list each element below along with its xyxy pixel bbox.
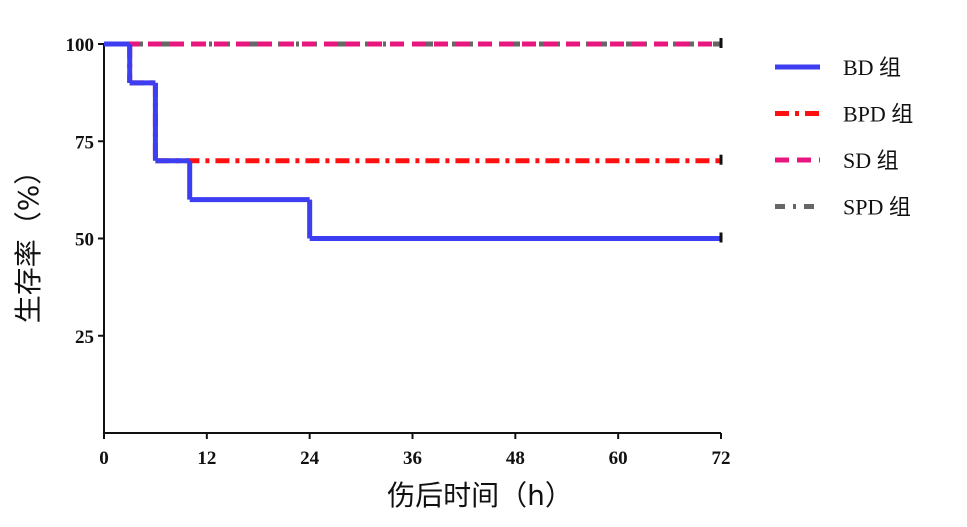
y-tick-label: 75 xyxy=(75,132,94,153)
legend-label: SD 组 xyxy=(843,148,899,173)
y-tick-label: 100 xyxy=(66,35,95,56)
x-tick-label: 72 xyxy=(712,448,731,469)
x-tick-label: 60 xyxy=(609,448,628,469)
x-tick-label: 12 xyxy=(197,448,216,469)
x-tick-label: 36 xyxy=(403,448,422,469)
x-tick-label: 0 xyxy=(99,448,109,469)
y-tick-label: 50 xyxy=(75,230,94,251)
legend-label: SPD 组 xyxy=(843,195,911,220)
legend-label: BPD 组 xyxy=(843,102,913,127)
y-axis-label: 生存率（%） xyxy=(12,157,45,324)
x-tick-label: 24 xyxy=(300,448,320,469)
x-axis-label: 伤后时间（h） xyxy=(387,479,573,512)
x-tick-label: 48 xyxy=(506,448,525,469)
y-tick-label: 25 xyxy=(75,327,94,348)
legend-label: BD 组 xyxy=(843,55,901,80)
